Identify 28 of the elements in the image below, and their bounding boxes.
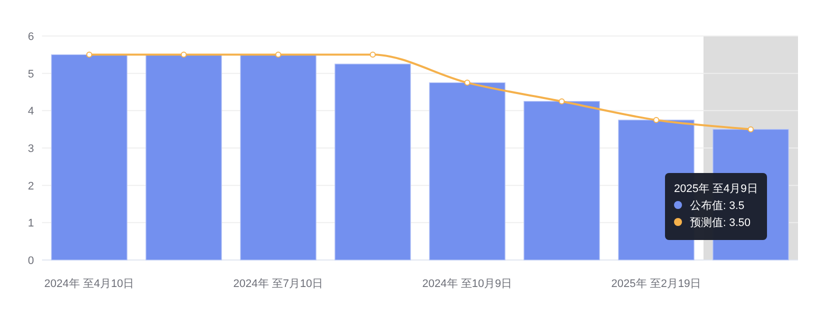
y-tick-label: 2 — [28, 180, 34, 192]
bar — [51, 54, 128, 260]
point — [653, 117, 660, 123]
y-tick-label: 0 — [28, 255, 34, 267]
bar — [334, 64, 411, 260]
series-label: 公布值: 3.5 — [690, 200, 744, 212]
legend-label: 预测值: 3.50 — [690, 217, 751, 229]
bar — [524, 100, 600, 260]
point — [180, 52, 187, 58]
bar — [429, 82, 506, 260]
y-tick-label: 6 — [28, 31, 34, 43]
y-tick-label: 4 — [28, 106, 34, 118]
point — [275, 52, 282, 58]
x-tick-label: 2025年 至2月19日 — [611, 278, 702, 290]
point — [558, 98, 565, 104]
bar — [146, 54, 222, 260]
point — [464, 80, 470, 86]
point — [748, 126, 754, 132]
x-tick-label: 2024年 至4月10日 — [44, 278, 134, 290]
point — [86, 52, 92, 58]
y-tick-label: 3 — [28, 143, 34, 155]
y-tick-label: 5 — [28, 68, 34, 80]
x-tick-label: 2024年 至10月9日 — [422, 278, 512, 290]
x-tick-label: 2025年 至4月9日 — [674, 183, 758, 195]
point — [370, 52, 376, 58]
bar — [240, 54, 316, 260]
x-tick-label: 2024年 至7月10日 — [233, 278, 324, 290]
y-tick-label: 1 — [28, 218, 34, 230]
